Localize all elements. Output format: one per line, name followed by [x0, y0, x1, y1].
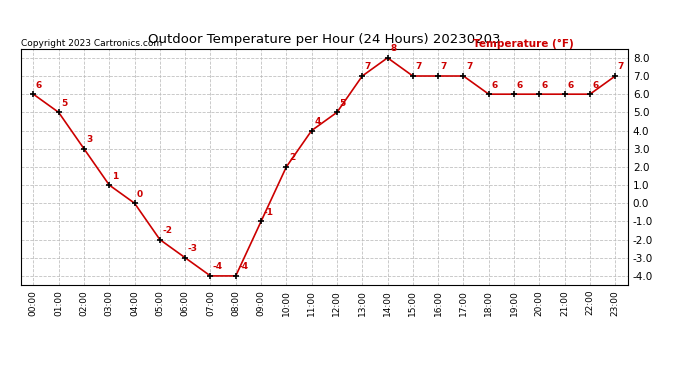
Text: 5: 5	[61, 99, 68, 108]
Text: 6: 6	[542, 81, 548, 90]
Text: 0: 0	[137, 190, 144, 199]
Text: 6: 6	[567, 81, 573, 90]
Text: -4: -4	[213, 262, 223, 272]
Text: 5: 5	[339, 99, 346, 108]
Title: Outdoor Temperature per Hour (24 Hours) 20230203: Outdoor Temperature per Hour (24 Hours) …	[148, 33, 500, 46]
Text: 6: 6	[491, 81, 497, 90]
Text: -2: -2	[162, 226, 172, 235]
Text: Temperature (°F): Temperature (°F)	[473, 39, 573, 50]
Text: -3: -3	[188, 244, 197, 253]
Text: 7: 7	[415, 63, 422, 72]
Text: -1: -1	[264, 208, 273, 217]
Text: 6: 6	[36, 81, 42, 90]
Text: 7: 7	[365, 63, 371, 72]
Text: 6: 6	[517, 81, 523, 90]
Text: 8: 8	[390, 44, 396, 53]
Text: Copyright 2023 Cartronics.com: Copyright 2023 Cartronics.com	[21, 39, 162, 48]
Text: 7: 7	[466, 63, 473, 72]
Text: 4: 4	[314, 117, 321, 126]
Text: 2: 2	[289, 153, 295, 162]
Text: 1: 1	[112, 171, 118, 180]
Text: 7: 7	[618, 63, 624, 72]
Text: 7: 7	[441, 63, 447, 72]
Text: -4: -4	[238, 262, 248, 272]
Text: 6: 6	[593, 81, 599, 90]
Text: 3: 3	[86, 135, 92, 144]
